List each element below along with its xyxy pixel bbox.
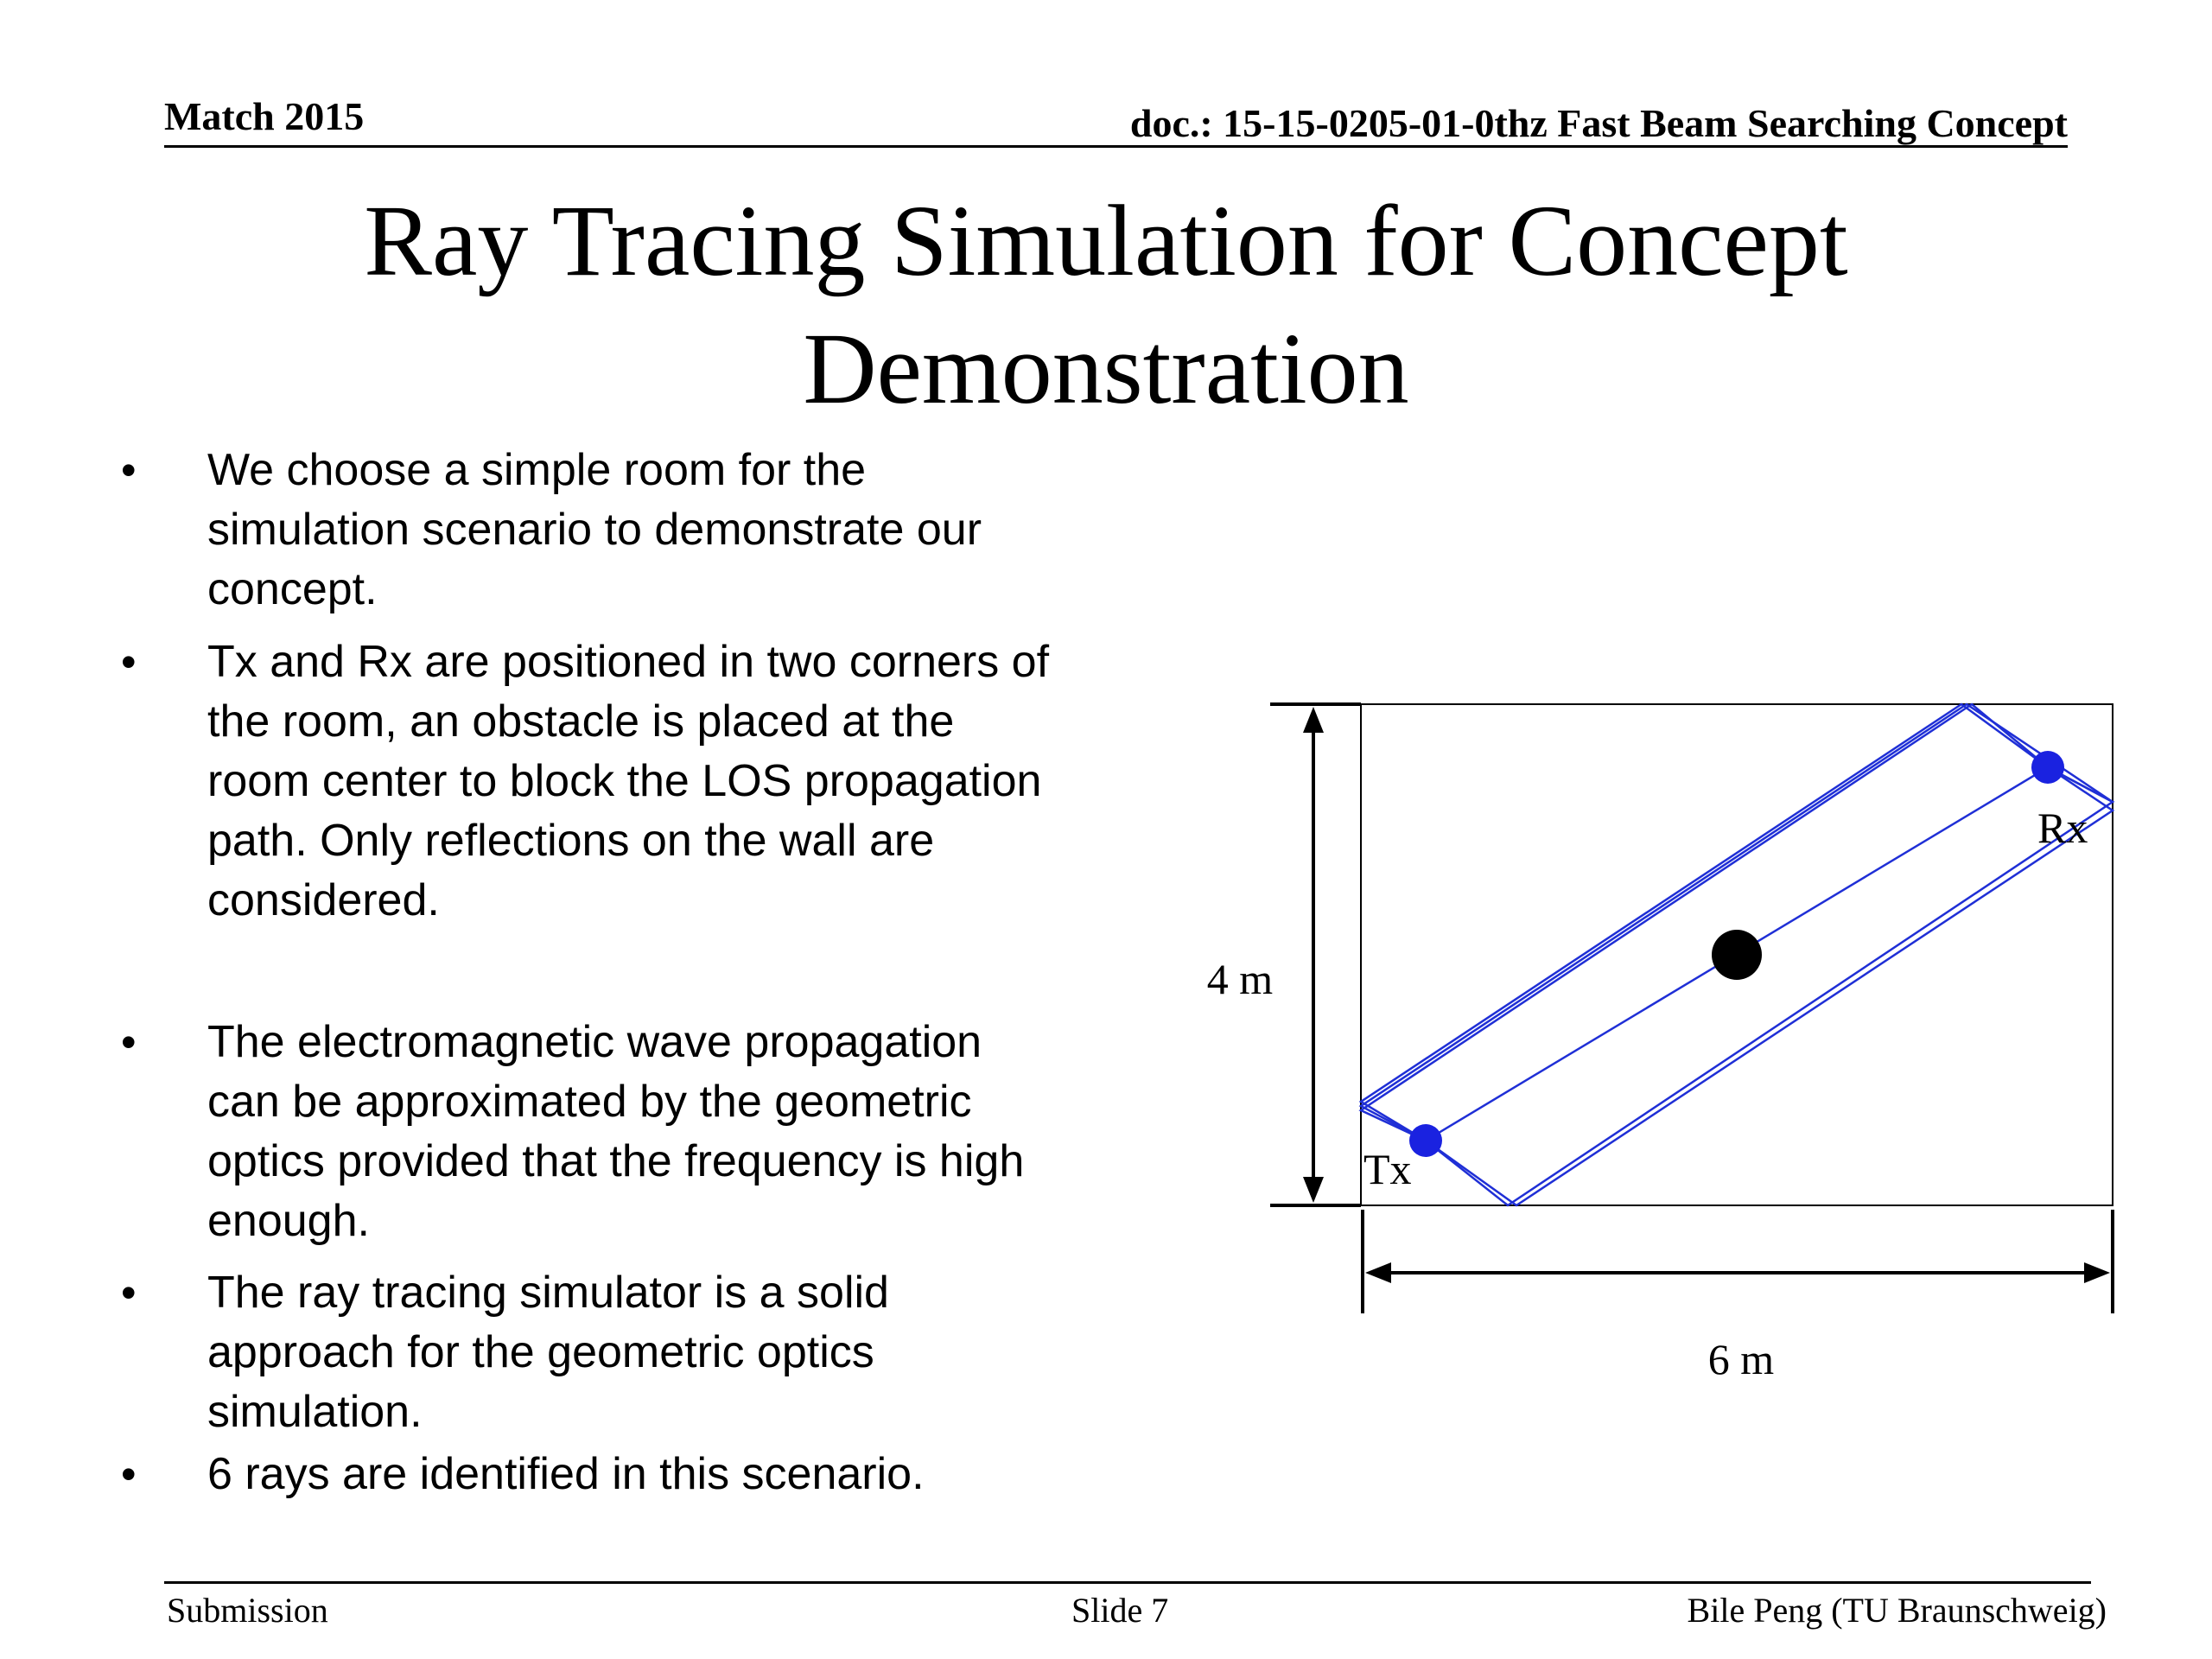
header-date: Match 2015 (164, 94, 365, 138)
footer-author: Bile Peng (TU Braunschweig) (1687, 1591, 2107, 1630)
width-dimension (1361, 1210, 2114, 1313)
ray-path (1358, 702, 2113, 1142)
height-arrowhead-top (1303, 707, 1324, 733)
ray-path (1425, 766, 2115, 1207)
height-label: 4 m (1207, 955, 1274, 1003)
width-arrowhead-left (1365, 1262, 1391, 1283)
ray-path (1358, 702, 2049, 1142)
header-doc-id: doc.: 15-15-0205-01-0thz Fast Beam Searc… (1129, 101, 2068, 145)
footer-slide-number: Slide 7 (1071, 1591, 1169, 1630)
tx-label: Tx (1363, 1145, 1412, 1193)
ray-path (1425, 766, 2115, 1207)
slide-title: Ray Tracing Simulation for Concept Demon… (138, 177, 2074, 433)
height-arrowhead-bottom (1303, 1177, 1324, 1203)
footer-submission: Submission (167, 1591, 328, 1630)
tx-node (1409, 1124, 1442, 1157)
obstacle (1712, 930, 1762, 980)
height-dimension (1270, 702, 1361, 1207)
rx-node (2031, 751, 2064, 784)
width-arrowhead-right (2084, 1262, 2110, 1283)
header-divider (164, 145, 2068, 148)
ray-paths (1358, 702, 2115, 1207)
width-label: 6 m (1708, 1335, 1775, 1383)
room-outline (1360, 703, 2113, 1206)
ray-path (1358, 702, 2049, 1142)
slide-title-line-1: Ray Tracing Simulation for Concept (364, 184, 1848, 297)
footer-divider (164, 1581, 2091, 1584)
slide-title-line-2: Demonstration (803, 312, 1409, 425)
rx-label: Rx (2037, 804, 2088, 852)
